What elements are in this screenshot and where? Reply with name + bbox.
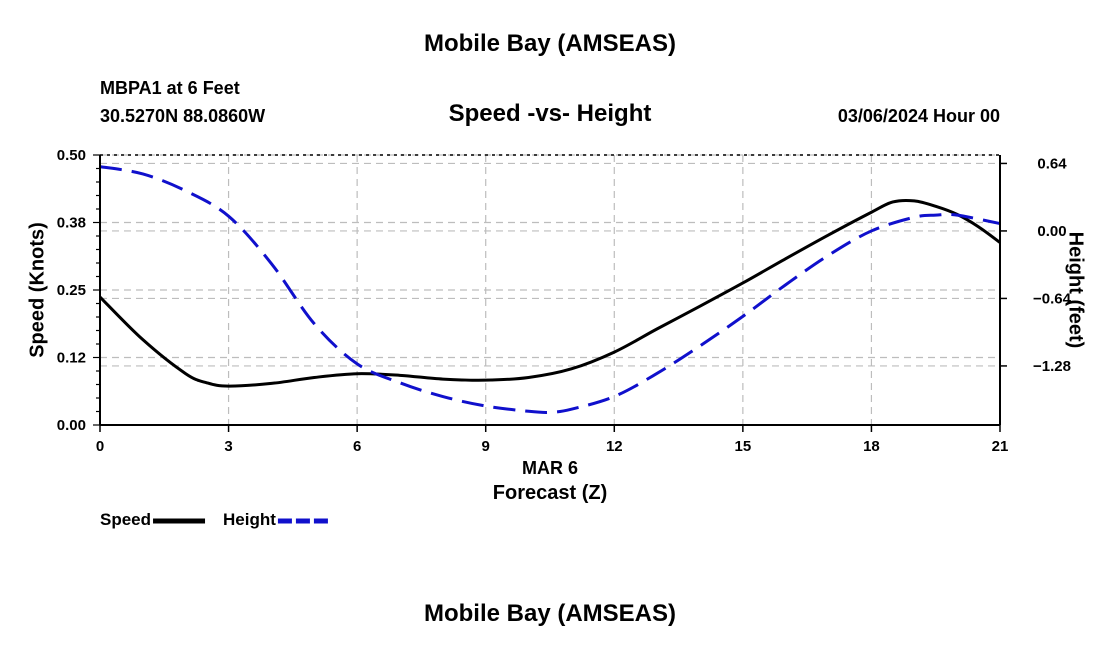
forecast-date: 03/06/2024 Hour 00 — [837, 106, 1000, 126]
legend-layer: Speed Height — [100, 510, 330, 529]
x-axis-title: Forecast (Z) — [492, 482, 608, 504]
series-line-height — [99, 165, 1001, 414]
y-tick-label: 0.38 — [57, 215, 86, 232]
speed-height-chart: 0 3 6 9 12 15 18 21 0.00 0.12 0.25 0.38 0.50 0.64 0.00… — [57, 147, 1072, 529]
series-line-speed — [98, 198, 1001, 388]
tick-layer: 0 3 6 9 12 15 18 21 0.00 0.12 0.25 0.38 0.50 0.64 0.00… — [57, 147, 1072, 455]
x-tick-label: 18 — [863, 438, 880, 455]
page-title-bottom: Mobile Bay (AMSEAS) — [423, 600, 677, 627]
y-axis-title: Speed (Knots) — [26, 222, 49, 358]
chart-title: Speed -vs- Height — [448, 100, 652, 127]
y-tick-label: 0.00 — [57, 417, 86, 434]
x-tick-label: 0 — [96, 438, 104, 455]
y2-tick-label: −1.28 — [1033, 358, 1071, 375]
x-tick-label: 12 — [606, 438, 623, 455]
y2-tick-label: 0.00 — [1037, 223, 1066, 240]
station-label: MBPA1 at 6 Feet — [100, 78, 240, 98]
x-tick-label: 3 — [224, 438, 232, 455]
y-tick-label: 0.50 — [57, 147, 86, 164]
x-tick-label: 21 — [992, 438, 1009, 455]
station-coords: 30.5270N 88.0860W — [100, 106, 266, 126]
x-tick-label: 6 — [353, 438, 361, 455]
frame-layer — [99, 154, 1001, 426]
legend-label-speed: Speed — [100, 510, 151, 529]
y-tick-label: 0.12 — [57, 350, 86, 367]
x-tick-label: 9 — [482, 438, 490, 455]
x-tick-label: 15 — [735, 438, 752, 455]
grid-layer — [100, 154, 1000, 426]
legend-label-height: Height — [223, 510, 276, 529]
x-axis-date-label: MAR 6 — [521, 458, 578, 478]
y2-axis-title: Height (feet) — [1064, 231, 1087, 349]
page-title-top: Mobile Bay (AMSEAS) — [423, 30, 677, 57]
series-layer — [98, 165, 1001, 414]
y2-tick-label: 0.64 — [1037, 155, 1067, 172]
y-tick-label: 0.25 — [57, 282, 86, 299]
y2-tick-label: −0.64 — [1033, 290, 1072, 307]
